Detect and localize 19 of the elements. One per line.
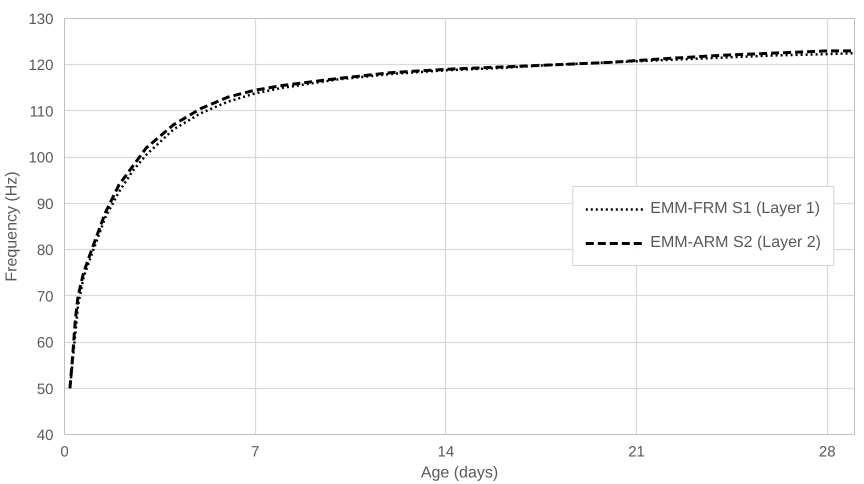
x-tick-label: 14 bbox=[438, 444, 454, 460]
y-tick-label: 60 bbox=[36, 334, 54, 352]
x-tick-label: 21 bbox=[628, 444, 645, 460]
x-tick-label: 28 bbox=[818, 444, 836, 460]
y-tick-label: 90 bbox=[36, 196, 54, 213]
legend-label: EMM-FRM S1 (Layer 1) bbox=[650, 200, 820, 218]
y-tick-label: 120 bbox=[28, 57, 54, 74]
y-tick-label: 40 bbox=[36, 427, 54, 444]
y-tick-label: 110 bbox=[30, 103, 54, 120]
y-tick-label: 130 bbox=[28, 11, 54, 28]
x-tick-label: 0 bbox=[60, 444, 69, 460]
y-tick-label: 80 bbox=[36, 242, 54, 260]
y-axis-title: Frequency (Hz) bbox=[3, 171, 20, 282]
x-axis-title: Age (days) bbox=[420, 464, 498, 482]
legend-label: EMM-ARM S2 (Layer 2) bbox=[650, 234, 821, 252]
x-tick-label: 7 bbox=[251, 444, 260, 460]
y-tick-label: 70 bbox=[36, 288, 54, 306]
y-tick-label: 100 bbox=[28, 150, 54, 167]
y-tick-label: 50 bbox=[36, 380, 54, 398]
